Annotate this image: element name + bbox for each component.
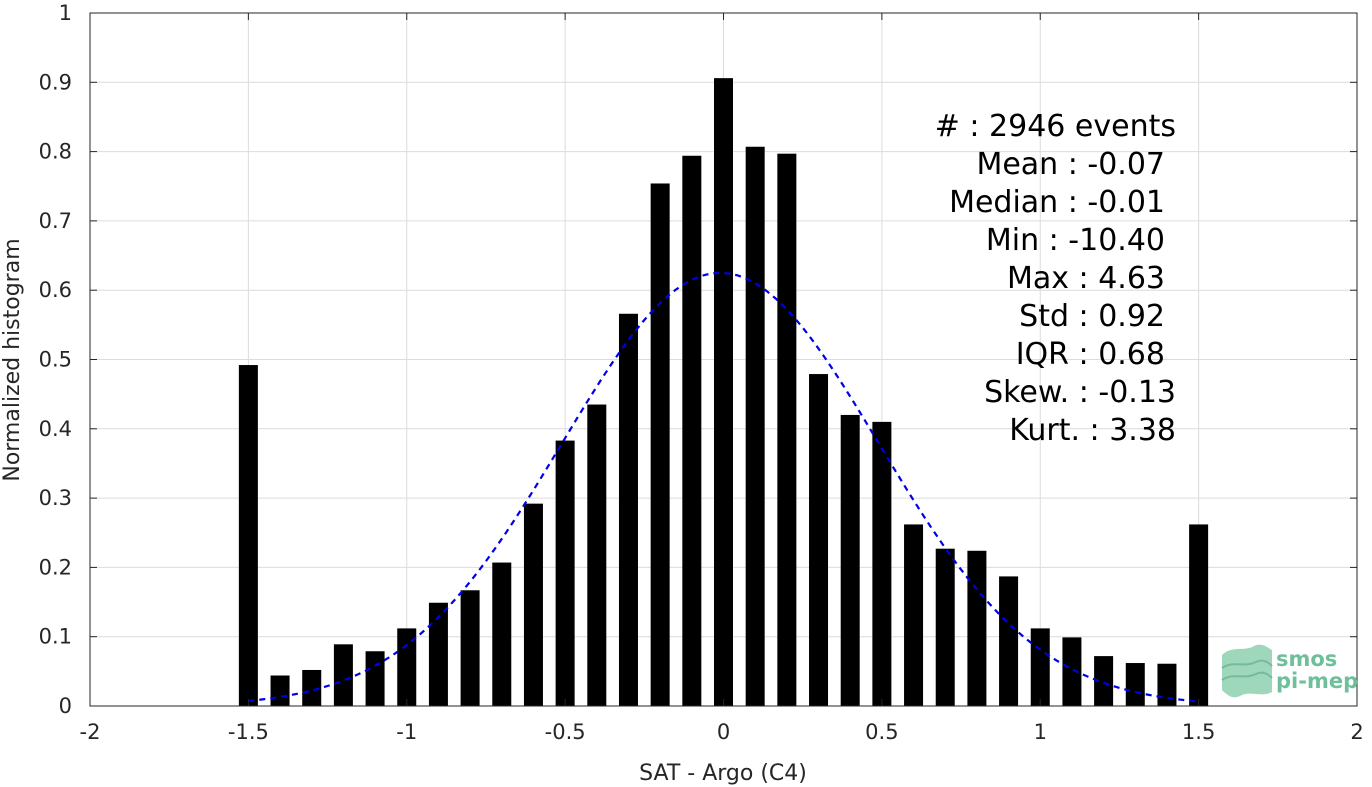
x-tick-labels: -2 -1.5 -1 -0.5 0 0.5 1 1.5 2 [80,720,1364,744]
histogram-bar [587,404,607,706]
y-tick-label: 0.4 [39,417,72,441]
histogram-bar [1094,656,1114,706]
y-tick-label: 0.3 [39,486,72,510]
x-tick-label: -1.5 [228,720,269,744]
normal-fit-curve [248,271,1199,703]
x-tick-label: 0.5 [865,720,898,744]
histogram-bar [1189,524,1209,706]
x-tick-label: -0.5 [545,720,586,744]
histogram-bar [840,414,860,706]
y-tick-label: 0.7 [39,209,72,233]
y-tick-label: 1 [59,1,72,25]
histogram-bar [523,503,543,706]
stat-std: Std : 0.92 [1019,299,1165,334]
histogram-bar [270,675,290,706]
histogram-bar [302,669,322,706]
histogram-bar [333,644,353,706]
histogram-bar [365,651,385,706]
histogram-bar [460,590,480,706]
smos-pimep-logo: smos pi-mep [1221,644,1358,698]
y-tick-label: 0 [59,694,72,718]
logo-line1: smos [1276,647,1337,671]
y-tick-label: 0.2 [39,555,72,579]
y-tick-label: 0.8 [39,140,72,164]
histogram-bar [492,562,512,706]
y-tick-label: 0.5 [39,348,72,372]
y-tick-label: 0.9 [39,70,72,94]
x-tick-label: -1 [396,720,417,744]
histogram-bar [428,602,448,706]
stat-median: Median : -0.01 [949,185,1165,220]
histogram-bar [1157,663,1177,706]
histogram-bar [935,548,955,706]
x-tick-label: 0 [717,720,730,744]
x-tick-label: -2 [80,720,101,744]
histogram-bar [397,628,417,706]
y-tick-label: 0.6 [39,278,72,302]
histogram-bar [1030,628,1050,706]
stat-max: Max : 4.63 [1007,261,1165,296]
x-tick-label: 1 [1034,720,1047,744]
histogram-bar [713,78,734,707]
histogram-bar [555,440,575,706]
stat-kurt: Kurt. : 3.38 [1009,413,1176,448]
stats-box: # : 2946 events Mean : -0.07 Median : -0… [935,109,1176,448]
y-axis-label: Normalized histogram [0,238,25,481]
stat-skew: Skew. : -0.13 [984,375,1176,410]
histogram-bar [682,155,702,706]
logo-wave-icon [1221,644,1273,698]
histogram-bar [967,550,987,706]
histogram-bar [1125,663,1145,706]
stat-mean: Mean : -0.07 [976,147,1165,182]
x-tick-label: 1.5 [1182,720,1215,744]
histogram-bar [618,313,638,706]
y-tick-label: 0.1 [39,625,72,649]
histogram-bar [999,576,1019,706]
y-tick-labels: 0 0.1 0.2 0.3 0.4 0.5 0.6 0.7 0.8 0.9 1 [39,1,72,718]
stat-events: # : 2946 events [935,109,1176,144]
histogram-bar [650,183,670,706]
x-tick-label: 2 [1350,720,1363,744]
histogram-bar [745,146,765,706]
stat-iqr: IQR : 0.68 [1016,337,1165,372]
histogram-bar [1062,637,1082,706]
logo-line2: pi-mep [1276,669,1358,693]
histogram-bar [238,365,258,706]
x-axis-label: SAT - Argo (C4) [639,761,807,786]
histogram-bar [904,524,924,706]
axis-ticks [89,12,1358,707]
histogram-bar [777,153,797,706]
stat-min: Min : -10.40 [986,223,1165,258]
histogram-bar [872,421,892,706]
histogram-bar [809,374,829,706]
